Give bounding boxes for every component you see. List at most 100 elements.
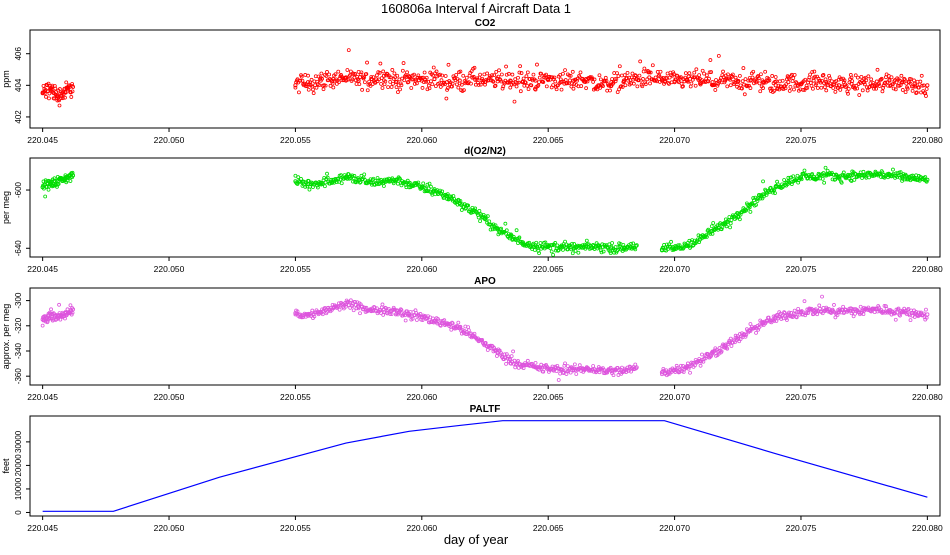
- data-point: [65, 307, 70, 312]
- figure-title: 160806a Interval f Aircraft Data 1: [381, 1, 571, 16]
- data-point: [379, 81, 383, 86]
- data-point: [495, 79, 500, 84]
- data-point: [748, 86, 753, 90]
- data-point: [721, 69, 725, 74]
- data-point: [864, 78, 869, 83]
- data-point: [744, 208, 749, 213]
- y-axis-label: per meg: [1, 191, 11, 224]
- data-point: [466, 203, 471, 208]
- data-point: [364, 72, 369, 76]
- data-point: [693, 363, 697, 368]
- data-point: [362, 172, 367, 177]
- data-point: [337, 80, 341, 85]
- data-point: [599, 250, 604, 255]
- data-point: [459, 82, 464, 87]
- data-point: [43, 194, 48, 199]
- data-point: [364, 305, 369, 310]
- data-point: [813, 74, 817, 79]
- data-point: [671, 247, 676, 252]
- data-point: [69, 83, 74, 88]
- panel-0: CO2 ppm 220.045 220.050 220.055 220.060 220.06…: [1, 18, 943, 145]
- data-point: [537, 75, 542, 80]
- data-point: [356, 306, 361, 311]
- data-point: [769, 86, 774, 91]
- data-point: [914, 91, 919, 96]
- data-point: [42, 186, 46, 191]
- data-point: [554, 87, 559, 92]
- data-point: [709, 354, 713, 358]
- data-point: [563, 361, 567, 366]
- data-point: [849, 75, 854, 80]
- data-point: [300, 78, 305, 83]
- data-point: [645, 77, 650, 82]
- data-point: [57, 103, 62, 108]
- data-point: [556, 378, 561, 382]
- y-tick-label: -340: [14, 342, 23, 359]
- data-point: [726, 342, 730, 347]
- data-point: [601, 84, 605, 88]
- data-point: [298, 78, 303, 83]
- data-point: [531, 72, 536, 77]
- data-point: [820, 294, 824, 299]
- x-tick-label: 220.045: [27, 523, 58, 533]
- data-point: [488, 227, 493, 232]
- data-point: [509, 354, 514, 359]
- data-point: [367, 79, 372, 84]
- data-point: [491, 222, 496, 227]
- data-point: [517, 235, 522, 240]
- data-point: [772, 88, 777, 93]
- data-point: [443, 82, 447, 87]
- data-point: [511, 349, 515, 354]
- data-point: [880, 89, 885, 94]
- data-point: [358, 311, 362, 316]
- data-point: [403, 318, 408, 323]
- data-point: [410, 316, 415, 321]
- data-point: [831, 86, 836, 90]
- data-point: [58, 87, 62, 91]
- data-point: [350, 77, 355, 82]
- x-tick-label: 220.070: [659, 135, 690, 145]
- data-point: [608, 88, 612, 93]
- data-point: [70, 310, 75, 315]
- data-point: [704, 73, 709, 78]
- data-point: [352, 174, 357, 178]
- data-point: [875, 67, 880, 72]
- data-point: [353, 72, 358, 76]
- data-point: [625, 70, 630, 75]
- data-point: [348, 298, 353, 303]
- data-point: [513, 237, 518, 242]
- data-point: [325, 175, 330, 180]
- data-point: [676, 80, 681, 85]
- data-point: [498, 227, 503, 232]
- x-tick-label: 220.070: [659, 264, 690, 274]
- data-point: [821, 73, 826, 77]
- data-point: [921, 83, 926, 88]
- data-point: [710, 232, 715, 236]
- data-point: [716, 53, 721, 58]
- data-point: [650, 63, 655, 68]
- data-point: [819, 85, 824, 90]
- y-tick-label: 20000: [14, 454, 23, 477]
- data-point: [893, 87, 898, 92]
- data-point: [637, 73, 642, 78]
- data-point: [405, 309, 409, 314]
- data-point: [454, 72, 459, 77]
- data-point: [438, 323, 443, 328]
- data-point: [305, 84, 310, 89]
- data-point: [787, 313, 792, 318]
- data-point: [55, 94, 59, 98]
- data-point: [537, 251, 541, 256]
- data-point: [907, 174, 912, 179]
- data-point: [796, 180, 801, 185]
- data-point: [743, 208, 748, 213]
- data-point: [799, 177, 804, 182]
- data-point: [389, 85, 394, 89]
- data-point: [393, 307, 398, 312]
- y-tick-label: 406: [14, 46, 23, 60]
- data-point: [773, 75, 778, 79]
- data-point: [745, 84, 749, 89]
- data-point: [770, 74, 775, 78]
- data-point: [528, 362, 533, 366]
- data-point: [374, 73, 379, 78]
- data-point: [686, 79, 690, 84]
